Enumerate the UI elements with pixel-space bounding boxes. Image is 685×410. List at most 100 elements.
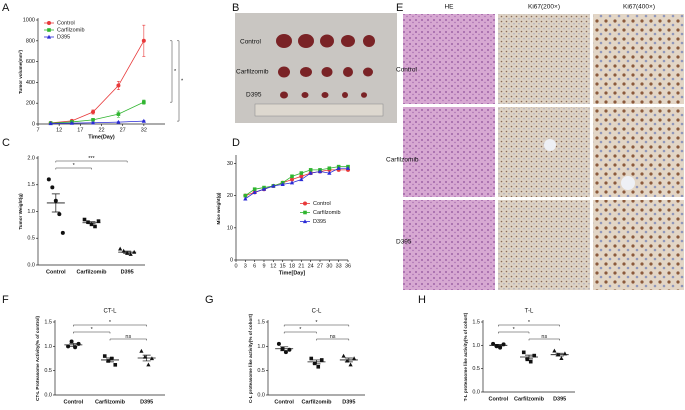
marker [271,183,276,188]
y-tick-label: 1.0 [257,344,265,350]
row-label: Carfilzomib [236,69,269,76]
marker [302,219,308,224]
micrograph [498,107,590,197]
marker [276,341,281,346]
y-tick-label: 1.0 [472,343,480,349]
y-tick-label: 0.0 [472,389,480,395]
x-tick-label: 27 [317,263,323,269]
error-bar [494,344,503,347]
micrograph [498,14,590,104]
y-tick-label: 200 [26,101,35,107]
x-axis-label: Time[Day] [279,270,306,276]
significance-bracket [55,160,128,163]
y-tick-label: 0.0 [257,392,265,398]
significance-bracket [170,40,173,103]
legend-label: Carfilzomib [57,27,85,33]
marker [57,212,62,217]
marker [60,230,65,235]
marker [317,169,323,174]
marker [243,193,248,198]
marker [308,168,313,172]
significance-label: ns [330,334,336,340]
y-axis-label: C-L proteasome like activity(% of cohort… [248,313,253,403]
marker [290,177,294,182]
significance-label: * [528,320,531,326]
x-tick-label: 33 [336,263,342,269]
significance-label: *** [88,156,95,162]
marker [118,246,123,251]
marker [303,201,307,206]
marker [91,110,96,115]
error-bar [69,343,78,347]
row-label: Control [240,39,262,46]
x-tick-label: 24 [308,263,314,269]
x-tick-label: D395 [553,396,566,402]
marker [289,180,295,185]
chart-title: CT-L [103,309,117,315]
marker [47,28,51,32]
y-tick-label: 20 [227,193,233,199]
marker [252,187,257,191]
y-tick-label: 0.5 [472,366,480,372]
significance-bracket [283,331,317,334]
panel-letter: B [232,2,239,14]
x-tick-label: Control [64,399,84,405]
marker [90,120,96,125]
x-tick-label: Control [274,399,294,405]
y-tick-label: 1.5 [27,182,35,188]
marker [96,219,101,223]
marker [491,341,496,346]
x-tick-label: 22 [98,127,104,133]
y-tick-label: 800 [26,38,35,44]
series-line [245,167,348,200]
error-bar [51,193,60,213]
marker [116,83,121,88]
panel-letter: A [2,2,10,14]
marker [93,224,97,229]
x-tick-label: D395 [342,399,355,405]
significance-bracket [283,324,350,327]
marker [532,353,537,358]
x-axis-label: Time(Day) [88,134,115,140]
marker [316,364,321,369]
marker [46,34,52,39]
marker [89,222,94,227]
marker [559,356,564,360]
column-label: Ki67(200×) [528,4,560,11]
marker [345,165,351,170]
marker [69,339,74,344]
significance-bracket [177,40,180,122]
significance-bracket [109,338,147,341]
significance-label: * [299,327,302,333]
y-tick-label: 1.0 [44,344,52,350]
series-line [50,40,145,124]
marker [50,185,55,190]
significance-label: ns [125,334,131,340]
micrograph [593,200,684,290]
marker [69,120,74,125]
x-tick-label: 32 [141,127,147,133]
column-label: Ki67(400×) [623,4,655,11]
x-tick-label: Carfilzomib [302,399,333,405]
significance-label: * [315,320,318,326]
marker [116,119,121,124]
y-axis-label: Tumor Weight(g) [18,193,23,230]
x-tick-label: Carfilzomib [95,399,126,405]
panel-letter: F [2,294,9,306]
row-label: Control [396,67,418,74]
marker [82,217,87,222]
vacuole [621,176,635,190]
column-label: HE [444,4,454,11]
significance-bracket [528,338,560,341]
marker [139,348,144,353]
row-label: Carfilzomib [386,157,419,164]
x-tick-label: 18 [289,263,295,269]
ruler [254,103,384,117]
marker [336,165,341,170]
significance-label: ns [541,334,547,340]
marker [48,121,53,126]
panel-letter: G [205,294,214,306]
significance-label: * [513,327,516,333]
